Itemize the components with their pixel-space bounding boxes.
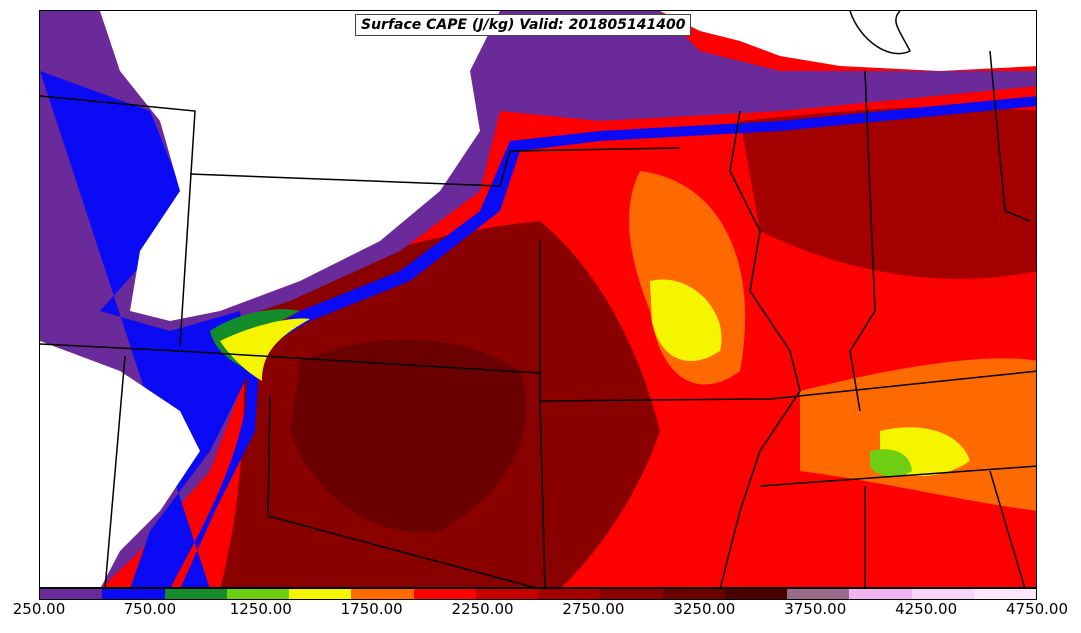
- colorbar-tick-label: 3250.00: [673, 600, 736, 618]
- colorbar-segment: [40, 589, 103, 599]
- colorbar: [39, 588, 1037, 600]
- colorbar-tick-label: 2750.00: [562, 600, 625, 618]
- colorbar-segment: [351, 589, 414, 599]
- colorbar-segment: [724, 589, 787, 599]
- colorbar-tick-label: 750.00: [123, 600, 177, 618]
- cape-yellow-patch: [650, 279, 722, 361]
- colorbar-segment: [911, 589, 974, 599]
- cape-deep-core: [290, 339, 527, 533]
- colorbar-tick-label: 4750.00: [1005, 600, 1069, 618]
- cape-east-dark: [740, 106, 1036, 279]
- map-title: Surface CAPE (J/kg) Valid: 201805141400: [355, 14, 692, 36]
- colorbar-segment: [973, 589, 1036, 599]
- colorbar-tick-label: 2250.00: [451, 600, 514, 618]
- colorbar-segment: [102, 589, 165, 599]
- colorbar-tick-label: 1750.00: [340, 600, 403, 618]
- colorbar-tick-label: 250.00: [12, 600, 66, 618]
- colorbar-segment: [164, 589, 227, 599]
- no-cape-region-north: [660, 11, 1036, 71]
- no-cape-region-southwest: [40, 341, 200, 587]
- colorbar-segment: [662, 589, 725, 599]
- cape-green-patch: [870, 449, 912, 477]
- colorbar-segment: [413, 589, 476, 599]
- colorbar-tick-label: 4250.00: [895, 600, 958, 618]
- cape-contour-map: [40, 11, 1036, 587]
- colorbar-segment: [475, 589, 538, 599]
- cape-low-band-yellow: [220, 318, 310, 381]
- lake-michigan-outline: [849, 11, 912, 55]
- mississippi-river-boundary: [719, 110, 801, 587]
- state-boundaries: [40, 50, 1036, 587]
- colorbar-segment: [226, 589, 289, 599]
- colorbar-tick-label: 3750.00: [784, 600, 847, 618]
- cape-map: [39, 10, 1037, 588]
- colorbar-tick-label: 1250.00: [229, 600, 292, 618]
- colorbar-segment: [289, 589, 352, 599]
- colorbar-segment: [849, 589, 912, 599]
- no-cape-region-northwest: [100, 11, 500, 321]
- colorbar-segment: [787, 589, 850, 599]
- colorbar-segment: [538, 589, 601, 599]
- colorbar-segment: [600, 589, 663, 599]
- colorbar-tick-labels: 250.00 750.00 1250.00 1750.00 2250.00 2750.00…: [0, 600, 1081, 630]
